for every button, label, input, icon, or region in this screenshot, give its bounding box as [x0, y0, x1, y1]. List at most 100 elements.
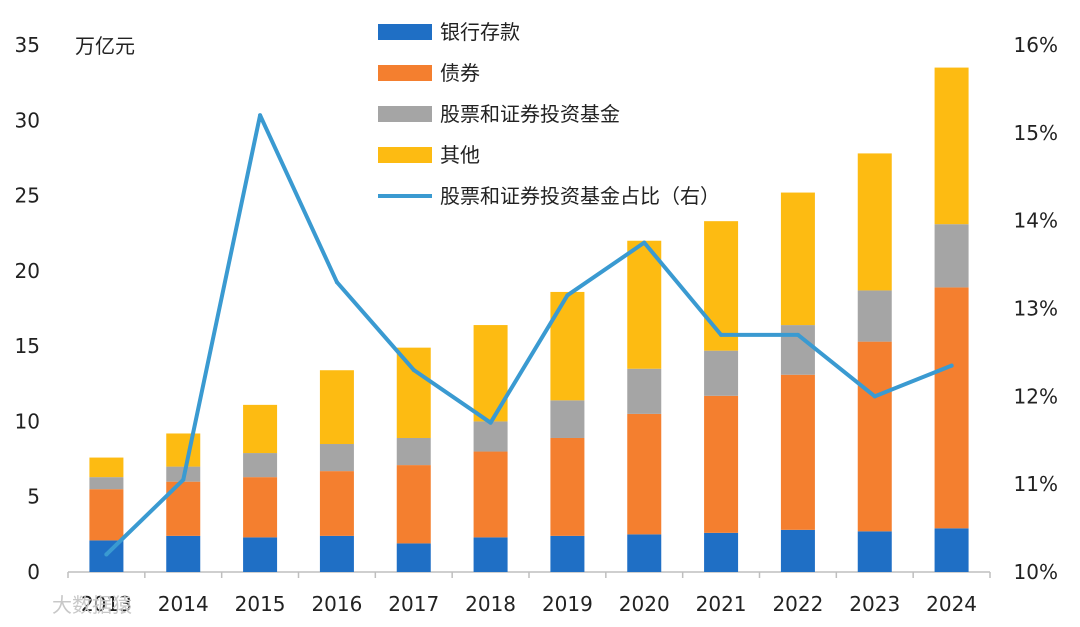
- line-point: [181, 477, 186, 482]
- axes: 2013 2014 2015 2016 2017 2018 2019 2020 2021 2022…: [15, 33, 1058, 616]
- bars: [89, 67, 969, 572]
- line-point: [565, 293, 570, 298]
- y-left-tick-label: 20: [15, 259, 40, 283]
- bar-segment: [704, 221, 739, 351]
- y-right-tick-label: 16%: [1014, 33, 1058, 57]
- bar-segment: [780, 374, 815, 530]
- bar-segment: [473, 537, 508, 572]
- bar-segment: [166, 535, 201, 572]
- x-tick-label: 2021: [696, 592, 747, 616]
- legend-label: 股票和证券投资基金: [440, 102, 620, 126]
- y-right-tick-label: 11%: [1014, 472, 1058, 496]
- y-left-tick-label: 15: [15, 334, 40, 358]
- y-left-tick-label: 5: [27, 485, 40, 509]
- y-right-tick-label: 15%: [1014, 121, 1058, 145]
- x-tick-label: 2016: [311, 592, 362, 616]
- x-tick-label: 2024: [926, 592, 977, 616]
- y-right-tick-label: 12%: [1014, 384, 1058, 408]
- x-tick-label: 2022: [772, 592, 823, 616]
- bar-segment: [319, 444, 354, 472]
- bar-segment: [89, 457, 124, 478]
- bar-segment: [473, 421, 508, 452]
- bar-segment: [550, 400, 585, 438]
- line-point: [411, 367, 416, 372]
- x-tick-label: 2018: [465, 592, 516, 616]
- bar-segment: [934, 287, 969, 529]
- y-left-tick-label: 25: [15, 184, 40, 208]
- bar-segment: [550, 437, 585, 536]
- bar-segment: [166, 433, 201, 467]
- legend-swatch: [378, 65, 432, 81]
- line-point: [642, 240, 647, 245]
- line-point: [488, 420, 493, 425]
- line-series: [104, 113, 954, 557]
- x-tick-label: 2020: [619, 592, 670, 616]
- bar-segment: [550, 535, 585, 572]
- bar-segment: [780, 192, 815, 326]
- bar-segment: [243, 404, 278, 454]
- bar-segment: [934, 224, 969, 288]
- bar-segment: [627, 534, 662, 572]
- line-point: [949, 363, 954, 368]
- bar-segment: [627, 413, 662, 535]
- line-point: [872, 394, 877, 399]
- y-left-tick-label: 10: [15, 409, 40, 433]
- bar-segment: [473, 451, 508, 538]
- line-point: [258, 113, 263, 118]
- x-tick-label: 2014: [158, 592, 209, 616]
- bar-segment: [857, 153, 892, 291]
- y-left-tick-label: 35: [15, 33, 40, 57]
- y-axis-unit-label: 万亿元: [75, 34, 135, 58]
- legend-label: 银行存款: [440, 20, 520, 44]
- legend-swatch: [378, 147, 432, 163]
- bar-segment: [396, 543, 431, 572]
- line-series-path: [104, 113, 954, 557]
- bar-segment: [319, 471, 354, 536]
- bar-segment: [89, 477, 124, 490]
- bar-segment: [396, 465, 431, 544]
- x-tick-label: 2017: [388, 592, 439, 616]
- x-tick-label: 2015: [235, 592, 286, 616]
- bar-segment: [319, 535, 354, 572]
- bar-segment: [627, 368, 662, 414]
- bar-segment: [857, 531, 892, 572]
- bar-segment: [550, 291, 585, 401]
- y-right-tick-label: 13%: [1014, 297, 1058, 321]
- bar-segment: [704, 532, 739, 572]
- legend-label: 其他: [440, 143, 480, 167]
- legend-label: 股票和证券投资基金占比（右）: [440, 184, 720, 208]
- x-tick-label: 2013: [81, 592, 132, 616]
- bar-segment: [243, 453, 278, 478]
- bar-segment: [780, 325, 815, 375]
- y-right-tick-label: 10%: [1014, 560, 1058, 584]
- watermark: 大数据猿: [52, 593, 132, 617]
- legend-label: 债券: [440, 61, 480, 85]
- bar-segment: [396, 347, 431, 438]
- bar-segment: [243, 477, 278, 538]
- bar-segment: [396, 437, 431, 466]
- bar-segment: [704, 395, 739, 533]
- line-point: [104, 552, 109, 557]
- bar-segment: [934, 67, 969, 225]
- line-point: [795, 332, 800, 337]
- bar-segment: [89, 489, 124, 541]
- y-left-tick-label: 30: [15, 108, 40, 132]
- bar-segment: [704, 350, 739, 396]
- bar-segment: [243, 537, 278, 572]
- y-left-tick-label: 0: [27, 560, 40, 584]
- bar-segment: [780, 529, 815, 572]
- x-tick-label: 2019: [542, 592, 593, 616]
- bar-segment: [319, 370, 354, 445]
- legend-swatch: [378, 24, 432, 40]
- bar-segment: [934, 528, 969, 572]
- bar-segment: [473, 325, 508, 422]
- x-tick-label: 2023: [849, 592, 900, 616]
- line-point: [334, 280, 339, 285]
- bar-segment: [857, 341, 892, 532]
- y-right-tick-label: 14%: [1014, 209, 1058, 233]
- bar-segment: [627, 240, 662, 369]
- bar-segment: [857, 290, 892, 342]
- legend-swatch: [378, 106, 432, 122]
